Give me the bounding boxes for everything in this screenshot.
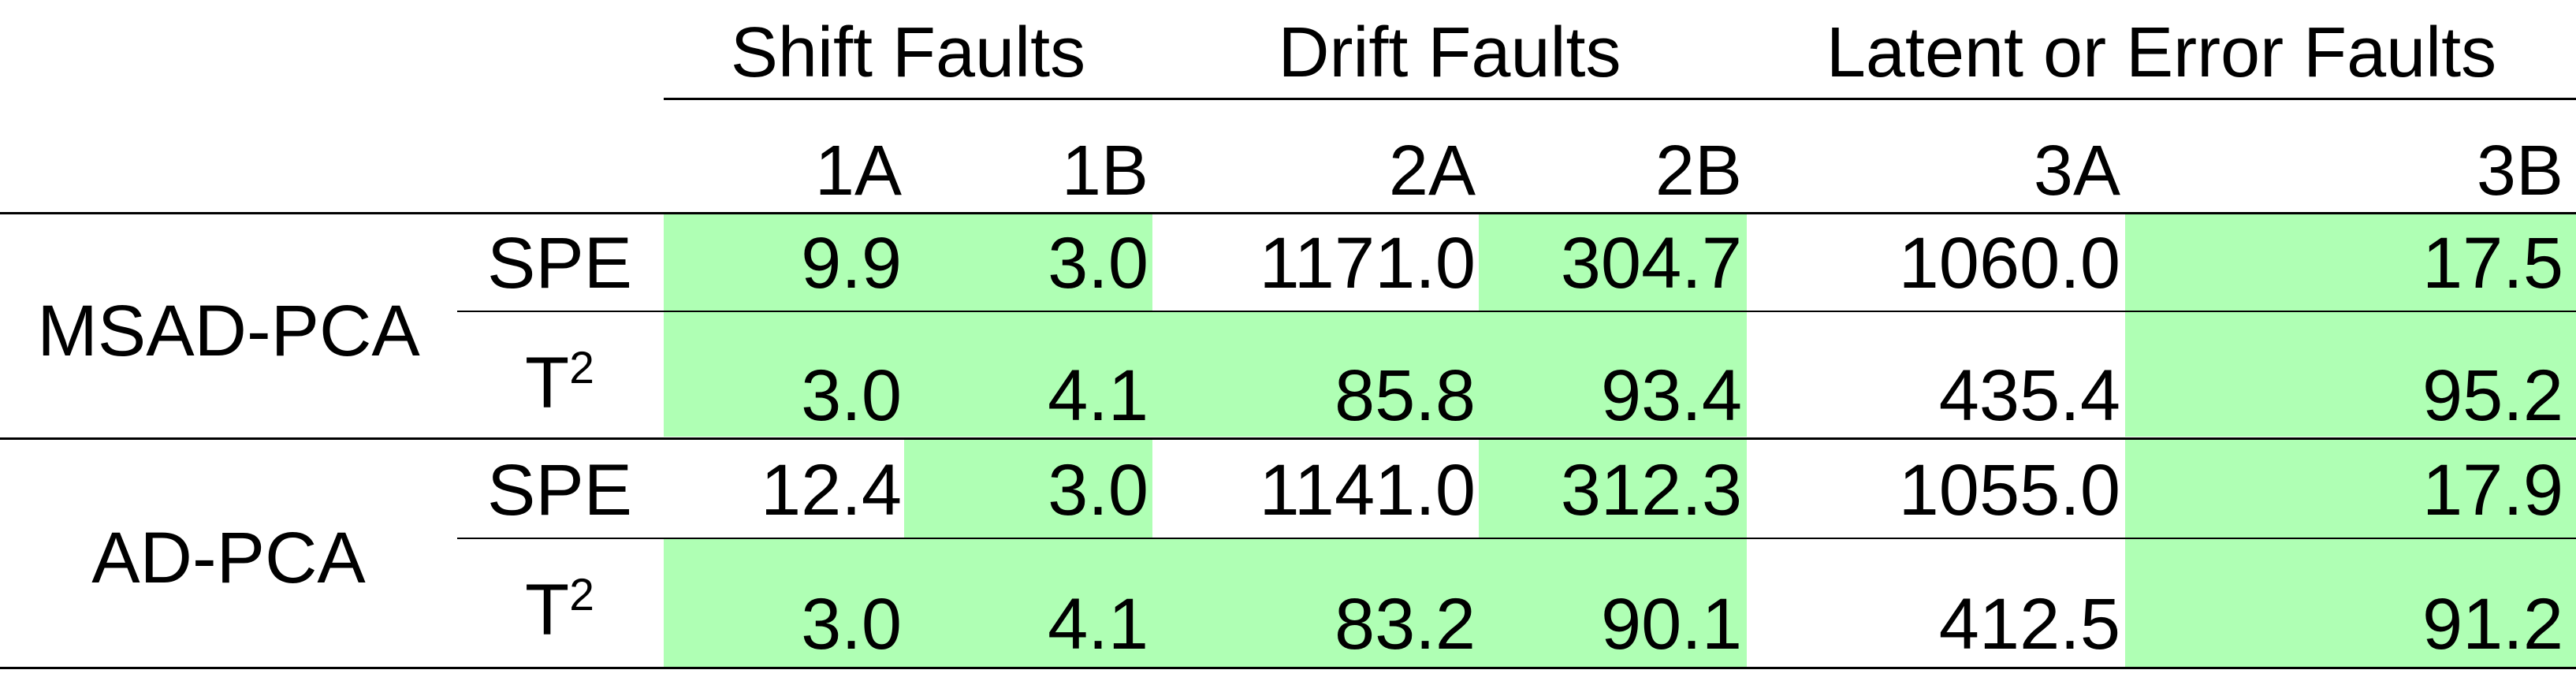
table-cell: 85.8: [1334, 355, 1476, 436]
highlight-msad-spe-2b: [1479, 214, 1747, 311]
column-header-3a: 3A: [2033, 132, 2120, 210]
table-cell: 9.9: [801, 223, 902, 303]
stat-label-ad-spe: SPE: [486, 450, 633, 530]
highlight-ad-spe-1b: [904, 440, 1152, 538]
highlight-msad-spe-3b: [2125, 214, 2576, 311]
table-cell: 312.3: [1560, 450, 1742, 530]
table-cell: 3.0: [1048, 450, 1148, 530]
table-cell: 3.0: [801, 584, 902, 664]
stat-label-msad-spe: SPE: [486, 223, 633, 303]
table-cell: 435.4: [1938, 355, 2120, 436]
table-cell: 90.1: [1600, 584, 1742, 664]
table-cell: 3.0: [801, 355, 902, 436]
table-cell: 95.2: [2422, 355, 2563, 436]
highlight-ad-t2-3b: [2125, 539, 2576, 668]
stat-label-msad-t2: T2: [525, 342, 594, 423]
table-cell: 1055.0: [1898, 450, 2120, 530]
method-separator-rule: [0, 437, 2576, 440]
table-cell: 12.4: [760, 450, 902, 530]
table-cell: 83.2: [1334, 584, 1476, 664]
table-cell: 1060.0: [1898, 223, 2120, 303]
column-header-3b: 3B: [2476, 132, 2563, 210]
column-header-1a: 1A: [814, 132, 902, 210]
column-header-2a: 2A: [1388, 132, 1476, 210]
table-cell: 91.2: [2422, 584, 2563, 664]
table-cell: 1171.0: [1259, 223, 1476, 303]
table-cell: 304.7: [1560, 223, 1742, 303]
stat-superscript: 2: [569, 342, 594, 393]
table-cell: 17.5: [2422, 223, 2563, 303]
group-header-latent: Latent or Error Faults: [1826, 13, 2497, 92]
stat-superscript: 2: [569, 569, 594, 620]
header-bottom-rule: [0, 212, 2576, 214]
highlight-ad-t2-1a-2b: [664, 539, 1747, 668]
column-header-1b: 1B: [1061, 132, 1148, 210]
stat-label-ad-t2: T2: [525, 569, 594, 650]
highlight-ad-spe-3b: [2125, 440, 2576, 538]
table-cell: 17.9: [2422, 450, 2563, 530]
table-cell: 93.4: [1600, 355, 1742, 436]
table-cell: 412.5: [1938, 584, 2120, 664]
highlight-msad-t2-3b: [2125, 312, 2576, 437]
method-label-ad-pca: AD-PCA: [91, 518, 366, 598]
table-cell: 3.0: [1048, 223, 1148, 303]
column-header-2b: 2B: [1655, 132, 1742, 210]
table-cell: 4.1: [1048, 355, 1148, 436]
method-label-msad-pca: MSAD-PCA: [37, 291, 420, 371]
msad-inner-rule: [457, 311, 2576, 312]
table-bottom-rule: [0, 667, 2576, 669]
table-cell: 1141.0: [1259, 450, 1476, 530]
highlight-msad-spe-1a-1b: [664, 214, 1152, 311]
group-header-drift: Drift Faults: [1278, 13, 1621, 92]
highlight-ad-spe-2b: [1479, 440, 1747, 538]
ad-inner-rule: [457, 538, 2576, 539]
group-header-shift: Shift Faults: [730, 13, 1086, 92]
group-header-rule: [664, 98, 2576, 100]
highlight-msad-t2-1a-2b: [664, 312, 1747, 437]
table-cell: 4.1: [1048, 584, 1148, 664]
